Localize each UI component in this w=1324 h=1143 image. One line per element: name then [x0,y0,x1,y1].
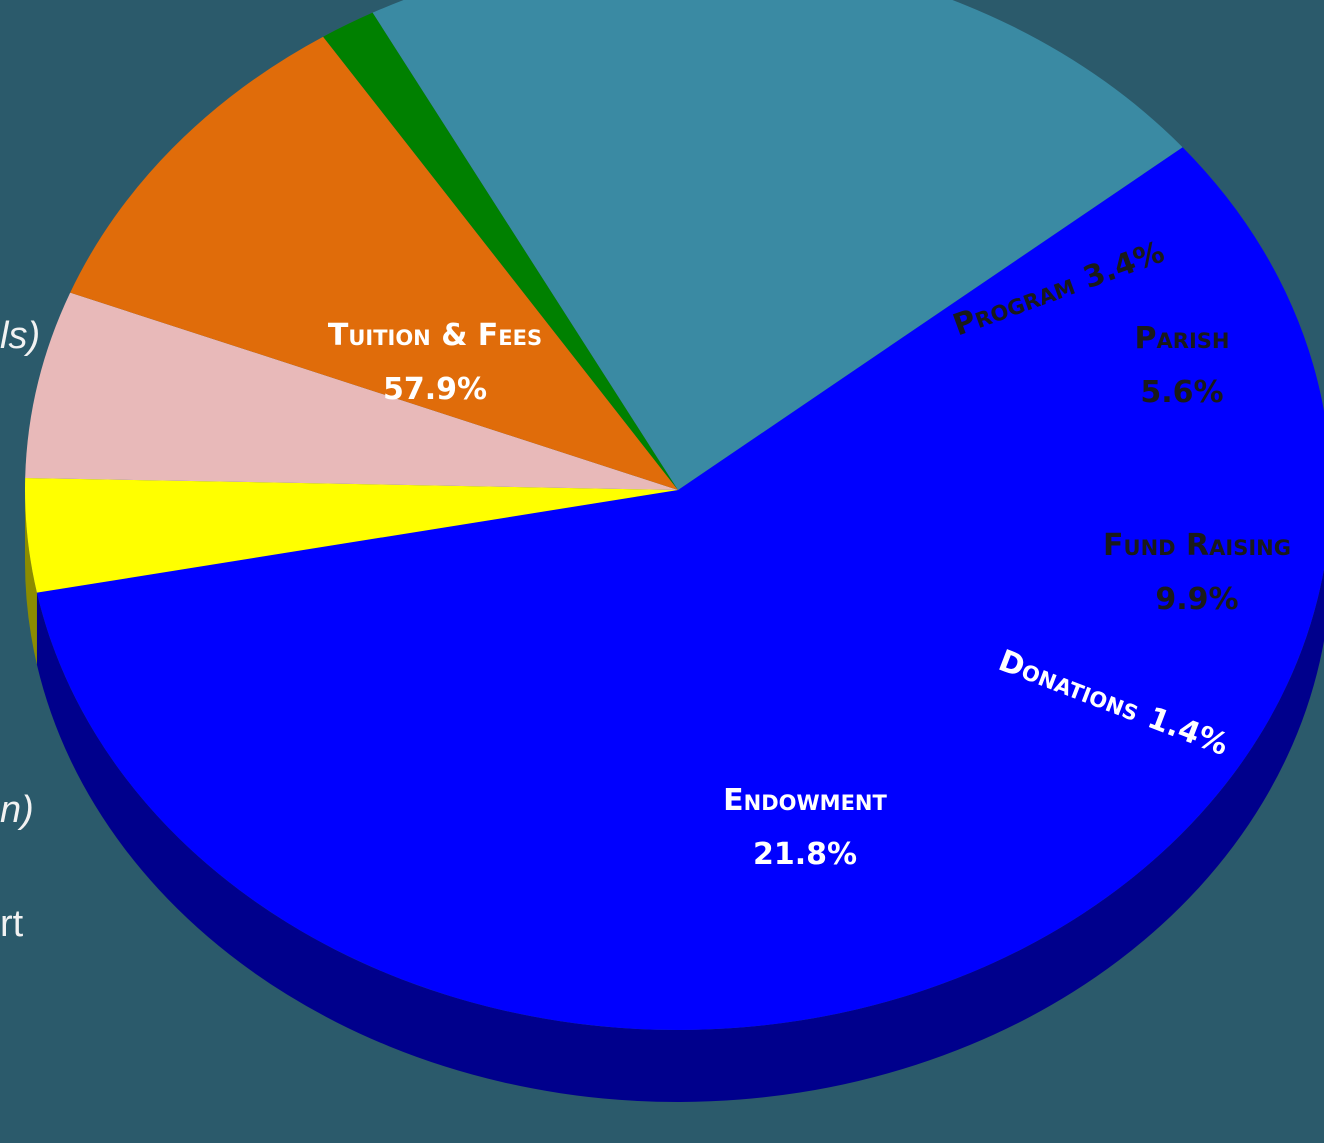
slice [372,0,1183,490]
category-name: Endowment [723,783,887,818]
category-name: Fund Raising [1103,528,1291,563]
slice [25,292,679,490]
annotation: n) [0,789,34,831]
slice [24,477,678,593]
annotation: ls) [0,315,40,357]
slice-side [36,568,1324,1102]
annotation: rt [0,903,24,945]
slice-label: Endowment 21.8% [723,783,887,872]
slice-label: Parish 5.6% [1135,321,1230,410]
slice-side [25,490,37,665]
slice [323,12,678,491]
slice [70,36,678,491]
category-name: Tuition & Fees [328,318,542,353]
slice-label: Fund Raising 9.9% [1103,528,1291,617]
value-label: 21.8% [753,837,857,872]
category-name: Parish [1135,321,1230,356]
value-label: 5.6% [1140,375,1223,410]
slice [36,147,1324,1030]
slice-label: Tuition & Fees 57.9% [328,318,542,407]
value-label: 57.9% [383,372,487,407]
value-label: 9.9% [1155,582,1238,617]
